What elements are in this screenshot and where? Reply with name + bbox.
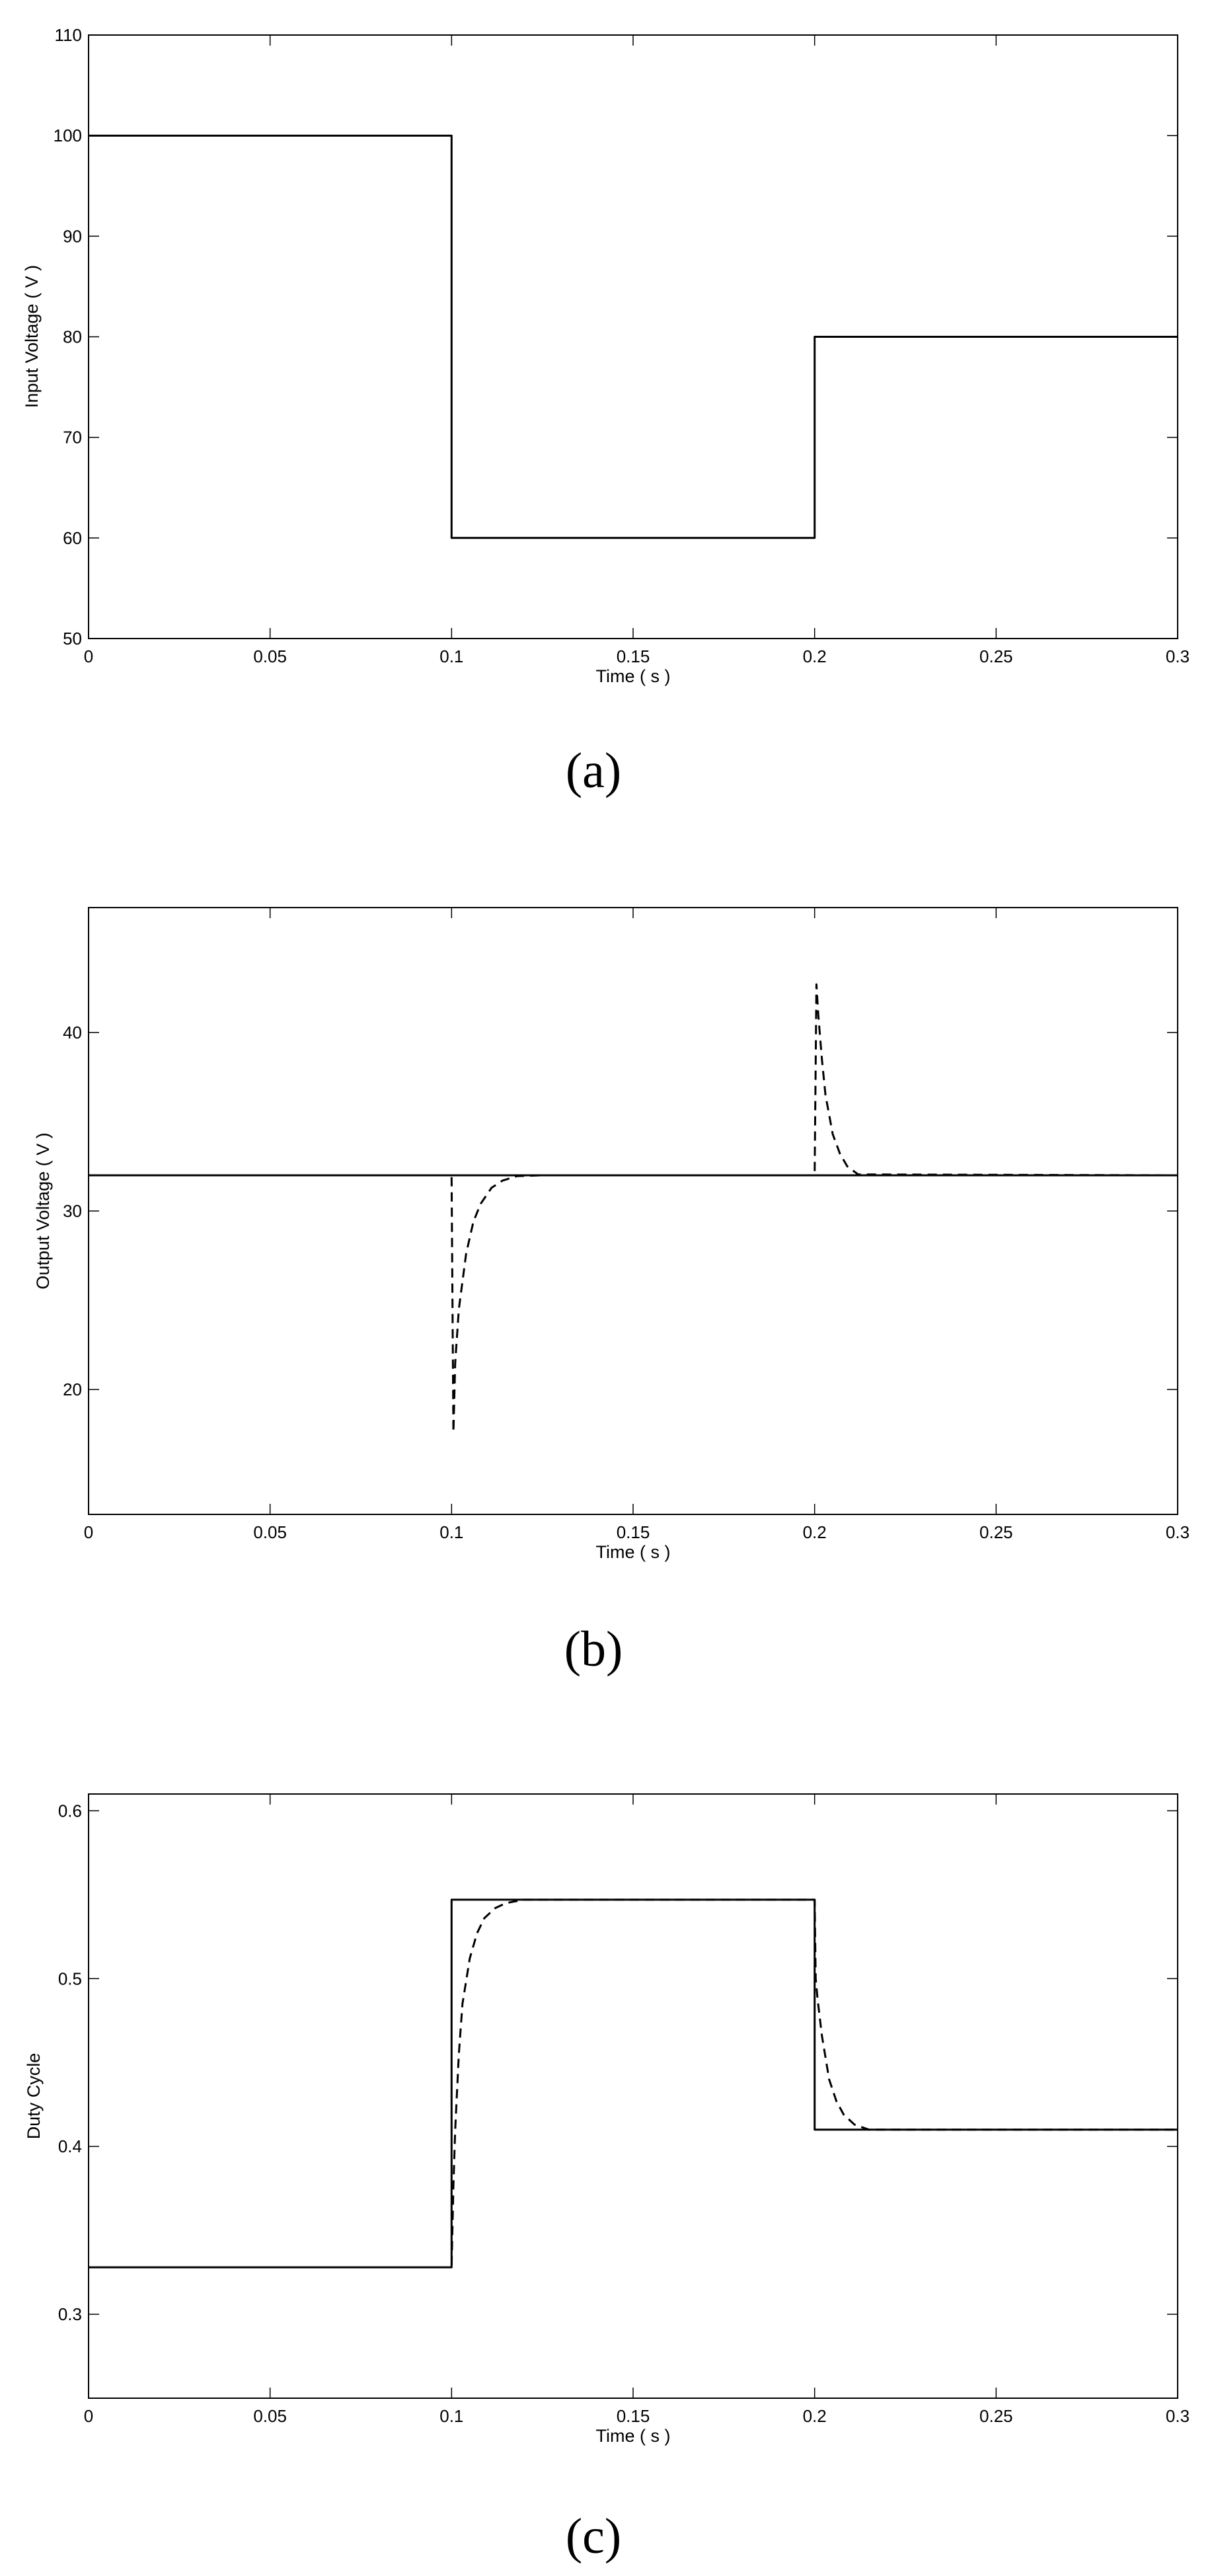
x-tick-label: 0.15	[617, 1522, 650, 1542]
x-tick-label: 0.05	[253, 2406, 287, 2426]
panel-label-c: (c)	[566, 2509, 621, 2564]
panel-label-a: (a)	[566, 743, 621, 799]
chart-panel-c: 0 0.05 0.1 0.15 0.2 0.25 0.3 0.3 0.4 0.5 0.6 Time…	[24, 1793, 1190, 2564]
chart-panel-b: 0 0.05 0.1 0.15 0.2 0.25 0.3 20 30 40 Time ( s )…	[33, 907, 1190, 1677]
x-tick-label: 0.15	[617, 2406, 650, 2426]
x-tick-label: 0.3	[1166, 2406, 1190, 2426]
series-line-dashed	[89, 983, 1178, 1434]
x-tick-label: 0.25	[979, 1522, 1013, 1542]
y-tick-label: 90	[63, 226, 82, 246]
x-ticks-a: 0 0.05 0.1 0.15 0.2 0.25 0.3	[84, 35, 1190, 666]
series-group-a	[89, 134, 1178, 539]
x-tick-label: 0.1	[439, 1522, 463, 1542]
series-group-b	[89, 983, 1178, 1434]
x-tick-label: 0	[84, 646, 93, 666]
y-tick-label: 60	[63, 528, 82, 548]
x-tick-label: 0.25	[979, 646, 1013, 666]
series-line-solid	[89, 134, 1178, 539]
x-tick-label: 0	[84, 1522, 93, 1542]
panel-label-b: (b)	[564, 1621, 623, 1677]
y-tick-label: 0.5	[58, 1969, 82, 1988]
chart-panel-a: 0 0.05 0.1 0.15 0.2 0.25 0.3 5060708090100110 …	[22, 25, 1190, 799]
y-axis-label-c: Duty Cycle	[24, 2053, 44, 2140]
y-tick-label: 0.3	[58, 2304, 82, 2324]
x-ticks-c: 0 0.05 0.1 0.15 0.2 0.25 0.3	[84, 1794, 1190, 2426]
x-axis-label-b: Time ( s )	[596, 1542, 671, 1562]
x-tick-label: 0.15	[617, 646, 650, 666]
x-tick-label: 0.05	[253, 1522, 287, 1542]
y-ticks-b: 20 30 40	[63, 1023, 1178, 1399]
x-tick-label: 0.3	[1166, 646, 1190, 666]
y-tick-label: 70	[63, 428, 82, 448]
x-tick-label: 0.1	[439, 2406, 463, 2426]
y-axis-label-b: Output Voltage ( V )	[33, 1132, 53, 1289]
x-tick-label: 0.2	[803, 646, 827, 666]
series-line-dashed	[89, 1898, 1178, 2269]
x-tick-label: 0.25	[979, 2406, 1013, 2426]
y-tick-label: 80	[63, 327, 82, 347]
x-axis-label-a: Time ( s )	[596, 666, 671, 686]
x-ticks-b: 0 0.05 0.1 0.15 0.2 0.25 0.3	[84, 908, 1190, 1542]
y-tick-label: 0.4	[58, 2136, 82, 2156]
y-tick-label: 110	[55, 25, 82, 45]
x-tick-label: 0.2	[803, 1522, 827, 1542]
x-tick-label: 0.1	[439, 646, 463, 666]
x-tick-label: 0	[84, 2406, 93, 2426]
x-tick-label: 0.05	[253, 646, 287, 666]
y-tick-label: 0.6	[58, 1801, 82, 1820]
y-ticks-c: 0.3 0.4 0.5 0.6	[58, 1801, 1178, 2324]
x-tick-label: 0.3	[1166, 1522, 1190, 1542]
y-tick-label: 40	[63, 1023, 82, 1042]
series-group-c	[89, 1898, 1178, 2269]
y-tick-label: 50	[63, 629, 82, 648]
y-tick-label: 30	[63, 1201, 82, 1221]
y-tick-label: 100	[54, 126, 82, 145]
x-axis-label-c: Time ( s )	[596, 2426, 671, 2446]
x-tick-label: 0.2	[803, 2406, 827, 2426]
y-axis-label-a: Input Voltage ( V )	[22, 265, 42, 408]
y-tick-label: 20	[63, 1380, 82, 1399]
